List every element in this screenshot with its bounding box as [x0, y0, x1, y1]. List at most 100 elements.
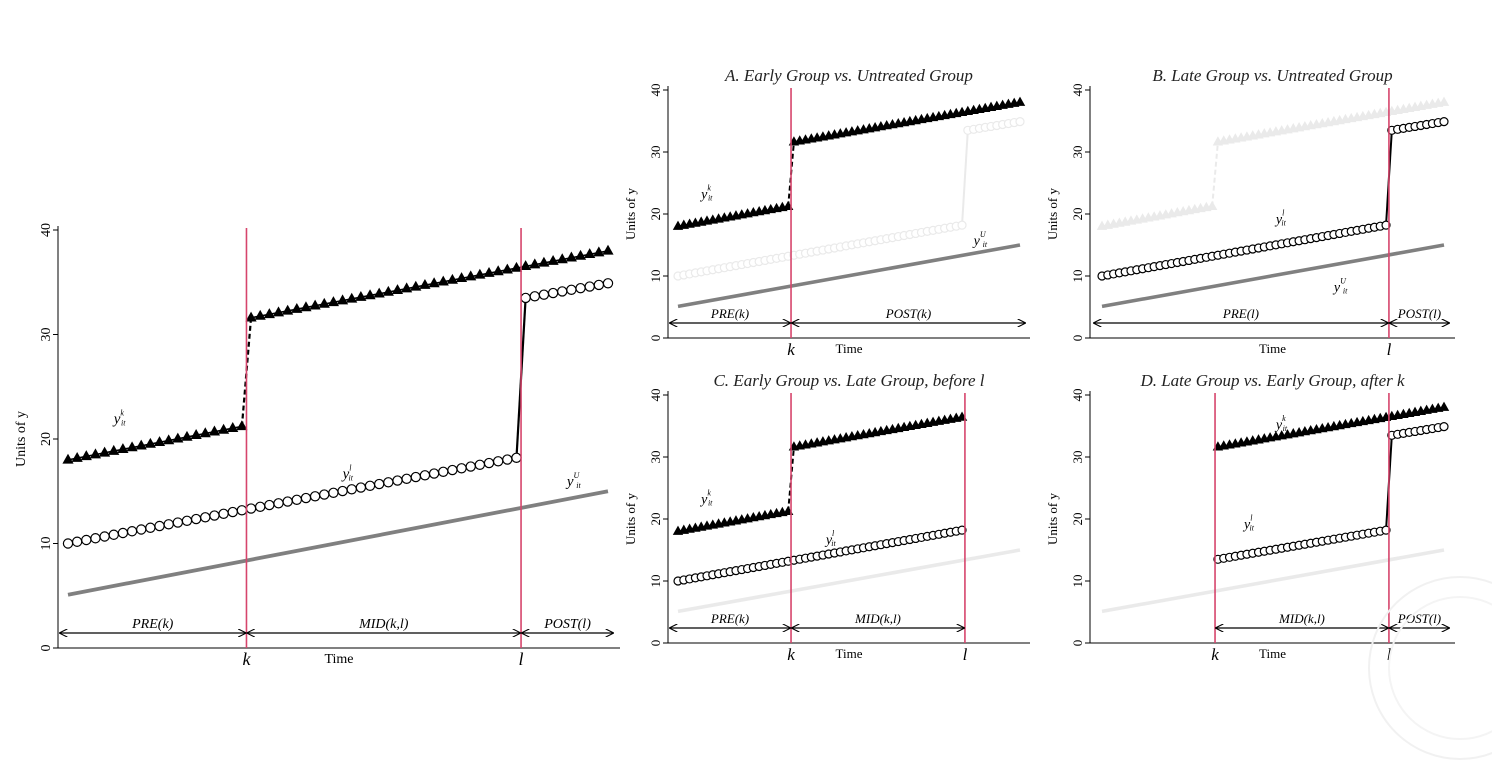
- series-untreated: [1101, 548, 1445, 614]
- data-point-circle: [117, 527, 129, 539]
- series-label-early: yk it: [699, 184, 713, 203]
- data-point-circle: [200, 512, 211, 523]
- data-point-circle: [419, 470, 431, 481]
- data-point-triangle: [336, 294, 349, 305]
- series-late: [62, 278, 614, 549]
- y-tick-label: 40: [648, 389, 663, 402]
- data-point-circle: [300, 492, 312, 504]
- data-point-circle: [264, 499, 275, 511]
- data-point-triangle: [419, 278, 431, 289]
- data-point-circle: [957, 525, 967, 535]
- y-tick-label: 20: [1070, 513, 1085, 526]
- data-point-circle: [575, 282, 586, 294]
- series-label-untreated: yU it: [1332, 277, 1348, 296]
- data-point-circle: [291, 494, 303, 505]
- data-point-circle: [529, 291, 540, 302]
- series-late: [673, 117, 1025, 281]
- data-point-triangle: [327, 296, 340, 307]
- period-label: POST(l): [543, 617, 591, 632]
- series-late: [1097, 117, 1449, 281]
- data-point-triangle: [272, 306, 285, 317]
- series-early: [672, 96, 1026, 230]
- data-point-circle: [328, 487, 339, 498]
- series-label-late: yl it: [1274, 208, 1287, 227]
- data-point-triangle: [520, 260, 532, 271]
- data-point-circle: [447, 464, 458, 476]
- data-point-circle: [465, 461, 476, 472]
- data-point-triangle: [529, 258, 541, 269]
- data-point-circle: [1439, 117, 1449, 127]
- data-point-triangle: [144, 437, 156, 448]
- data-point-triangle: [1438, 401, 1450, 411]
- y-tick-label: 30: [648, 451, 663, 464]
- data-point-triangle: [218, 423, 230, 434]
- data-point-circle: [557, 286, 568, 297]
- data-point-triangle: [364, 289, 376, 300]
- series-label-late: yl it: [341, 464, 354, 483]
- data-point-triangle: [565, 251, 577, 262]
- data-point-triangle: [318, 297, 330, 308]
- series-line: [250, 250, 609, 319]
- data-point-circle: [190, 513, 202, 525]
- y-tick-label: 0: [648, 640, 663, 647]
- data-point-triangle: [1014, 96, 1026, 106]
- data-point-triangle: [455, 272, 468, 283]
- series-untreated: [67, 489, 609, 597]
- chart-panel-2: B. Late Group vs. Untreated Group 0 10 20 30…: [1045, 66, 1455, 359]
- data-point-circle: [337, 485, 348, 497]
- jump-line: [240, 317, 253, 427]
- data-point-circle: [428, 468, 440, 479]
- data-point-circle: [273, 498, 284, 509]
- period-label: PRE(k): [131, 617, 174, 632]
- period-label: MID(k,l): [854, 611, 901, 626]
- data-point-circle: [392, 475, 403, 486]
- data-point-circle: [218, 508, 229, 519]
- y-axis-label: Units of y: [1045, 493, 1060, 546]
- data-point-triangle: [254, 309, 266, 320]
- data-point-circle: [483, 457, 495, 469]
- data-point-circle: [71, 536, 83, 547]
- y-tick-label: 30: [648, 146, 663, 159]
- data-point-circle: [401, 473, 412, 484]
- data-point-circle: [1439, 422, 1449, 432]
- y-tick-label: 0: [39, 645, 54, 652]
- series-label-late: yl it: [1242, 513, 1255, 532]
- data-point-triangle: [80, 450, 92, 461]
- data-point-circle: [163, 519, 174, 530]
- data-point-circle: [520, 292, 531, 304]
- data-point-circle: [410, 471, 421, 483]
- series-label-late: yl it: [824, 529, 837, 548]
- data-point-circle: [236, 505, 248, 516]
- data-point-triangle: [373, 287, 385, 298]
- treatment-label-l: l: [963, 645, 968, 664]
- chart-title: D. Late Group vs. Early Group, after k: [1139, 371, 1405, 390]
- x-axis-label: Time: [836, 341, 863, 356]
- data-point-circle: [383, 477, 394, 488]
- data-point-triangle: [510, 261, 523, 272]
- data-point-triangle: [108, 444, 120, 455]
- data-point-triangle: [263, 308, 275, 319]
- series-label-early: yk it: [699, 489, 713, 508]
- series-untreated: [1101, 243, 1445, 309]
- data-point-triangle: [584, 248, 596, 259]
- y-tick-label: 40: [39, 223, 54, 237]
- data-point-triangle: [428, 277, 440, 288]
- data-point-triangle: [208, 425, 221, 436]
- chart-panel-4: D. Late Group vs. Early Group, after k 0 1…: [1045, 371, 1455, 664]
- y-tick-label: 20: [648, 208, 663, 221]
- series-line: [1101, 548, 1445, 614]
- y-tick-label: 30: [1070, 451, 1085, 464]
- data-point-triangle: [71, 451, 83, 462]
- data-point-triangle: [117, 443, 129, 454]
- data-point-triangle: [172, 432, 184, 443]
- series-line: [677, 548, 1021, 614]
- data-point-triangle: [391, 284, 404, 295]
- y-tick-label: 10: [1070, 575, 1085, 588]
- data-point-triangle: [1438, 96, 1450, 106]
- treatment-label-k: k: [787, 340, 795, 359]
- data-point-circle: [511, 452, 522, 464]
- data-point-triangle: [135, 439, 147, 450]
- data-point-circle: [584, 281, 595, 292]
- series-late: [673, 525, 967, 586]
